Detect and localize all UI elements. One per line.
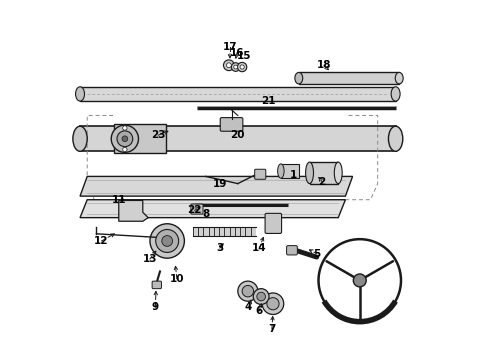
Circle shape bbox=[238, 62, 247, 72]
FancyBboxPatch shape bbox=[287, 246, 297, 255]
Polygon shape bbox=[299, 72, 399, 84]
Text: 4: 4 bbox=[245, 302, 252, 312]
Circle shape bbox=[231, 63, 240, 71]
Circle shape bbox=[122, 147, 127, 152]
FancyBboxPatch shape bbox=[152, 281, 161, 289]
Circle shape bbox=[117, 131, 133, 147]
Text: 22: 22 bbox=[188, 206, 202, 216]
Polygon shape bbox=[114, 125, 166, 153]
Circle shape bbox=[267, 298, 279, 310]
Text: 3: 3 bbox=[216, 243, 223, 253]
Ellipse shape bbox=[73, 126, 87, 151]
Circle shape bbox=[156, 229, 179, 252]
Ellipse shape bbox=[389, 126, 403, 151]
Circle shape bbox=[257, 292, 266, 301]
FancyBboxPatch shape bbox=[191, 204, 203, 214]
Polygon shape bbox=[80, 87, 395, 101]
Text: 9: 9 bbox=[152, 302, 159, 312]
Ellipse shape bbox=[395, 72, 403, 84]
Text: 1: 1 bbox=[290, 170, 297, 180]
Text: 8: 8 bbox=[202, 209, 209, 219]
Polygon shape bbox=[80, 200, 345, 218]
FancyBboxPatch shape bbox=[265, 213, 282, 233]
Circle shape bbox=[240, 65, 244, 69]
Ellipse shape bbox=[334, 162, 342, 184]
Circle shape bbox=[234, 65, 238, 69]
Circle shape bbox=[111, 125, 139, 152]
Text: 10: 10 bbox=[170, 274, 184, 284]
Polygon shape bbox=[119, 201, 148, 221]
Text: 16: 16 bbox=[230, 48, 245, 58]
Circle shape bbox=[253, 289, 269, 305]
Ellipse shape bbox=[75, 87, 84, 101]
Circle shape bbox=[162, 235, 172, 246]
Text: 6: 6 bbox=[256, 306, 263, 316]
Ellipse shape bbox=[306, 162, 314, 184]
Text: 7: 7 bbox=[268, 324, 275, 334]
Circle shape bbox=[353, 274, 366, 287]
Polygon shape bbox=[80, 176, 353, 196]
Text: 23: 23 bbox=[151, 130, 166, 140]
FancyBboxPatch shape bbox=[255, 169, 266, 179]
Text: 20: 20 bbox=[230, 130, 245, 140]
Text: 11: 11 bbox=[112, 195, 126, 205]
Circle shape bbox=[242, 285, 254, 297]
Ellipse shape bbox=[295, 72, 303, 84]
Circle shape bbox=[238, 281, 258, 301]
Circle shape bbox=[262, 293, 284, 315]
Circle shape bbox=[226, 63, 231, 68]
Text: 13: 13 bbox=[143, 254, 157, 264]
Text: 15: 15 bbox=[237, 51, 251, 61]
Ellipse shape bbox=[278, 164, 284, 178]
Polygon shape bbox=[80, 126, 395, 151]
Circle shape bbox=[223, 60, 234, 71]
Text: 21: 21 bbox=[261, 96, 275, 106]
Circle shape bbox=[122, 126, 127, 130]
Text: 19: 19 bbox=[213, 179, 227, 189]
Ellipse shape bbox=[391, 87, 400, 101]
FancyBboxPatch shape bbox=[220, 118, 243, 131]
Text: 14: 14 bbox=[252, 243, 267, 253]
Circle shape bbox=[150, 224, 184, 258]
Text: 17: 17 bbox=[222, 42, 237, 52]
Circle shape bbox=[122, 136, 128, 141]
Text: 12: 12 bbox=[94, 236, 109, 246]
Text: 18: 18 bbox=[317, 60, 331, 70]
Text: 5: 5 bbox=[313, 248, 320, 258]
Polygon shape bbox=[310, 162, 338, 184]
Polygon shape bbox=[281, 164, 299, 178]
Text: 2: 2 bbox=[318, 177, 326, 187]
